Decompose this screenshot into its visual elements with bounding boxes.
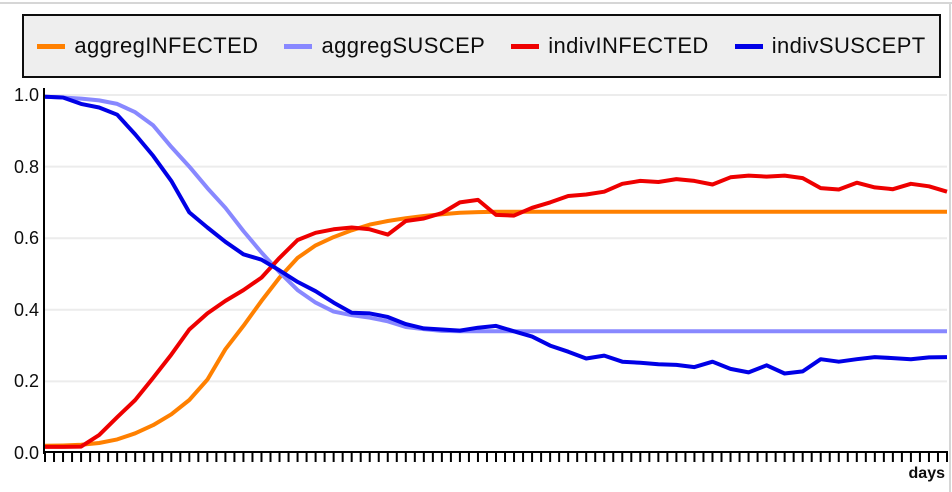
legend-color-swatch bbox=[284, 43, 313, 49]
series-line-aggregsuscep bbox=[44, 94, 947, 334]
y-tick-label-1.0: 1.0 bbox=[13, 85, 39, 105]
legend-label: indivSUSCEPT bbox=[771, 33, 926, 58]
y-tick-label-0.2: 0.2 bbox=[13, 371, 39, 392]
series-line-aggreginfected bbox=[44, 209, 947, 448]
widget-top-border bbox=[0, 2, 952, 4]
legend-color-swatch bbox=[734, 43, 763, 49]
legend-item-indivsuscept: indivSUSCEPT bbox=[734, 33, 926, 59]
series-line-indivsuscept bbox=[44, 94, 948, 376]
legend-item-aggregsuscep: aggregSUSCEP bbox=[284, 33, 485, 59]
widget-right-border bbox=[949, 2, 951, 492]
y-tick-label-0.4: 0.4 bbox=[13, 299, 39, 320]
series-line-indivinfected bbox=[45, 173, 948, 449]
y-tick-label-0.6: 0.6 bbox=[13, 228, 39, 249]
y-tick-label-0.0: 0.0 bbox=[13, 443, 39, 463]
legend-label: aggregSUSCEP bbox=[321, 33, 486, 58]
plot-legend: aggregINFECTED aggregSUSCEP indivINFECTED i… bbox=[22, 14, 941, 78]
legend-color-swatch bbox=[511, 43, 540, 49]
y-tick-label-0.8: 0.8 bbox=[13, 156, 39, 177]
legend-label: aggregINFECTED bbox=[74, 33, 259, 58]
legend-color-swatch bbox=[37, 43, 66, 49]
legend-label: indivINFECTED bbox=[548, 33, 709, 58]
legend-item-aggreginfected: aggregINFECTED bbox=[37, 33, 258, 59]
legend-item-indivinfected: indivINFECTED bbox=[511, 33, 708, 59]
x-axis-label: days bbox=[908, 465, 945, 482]
